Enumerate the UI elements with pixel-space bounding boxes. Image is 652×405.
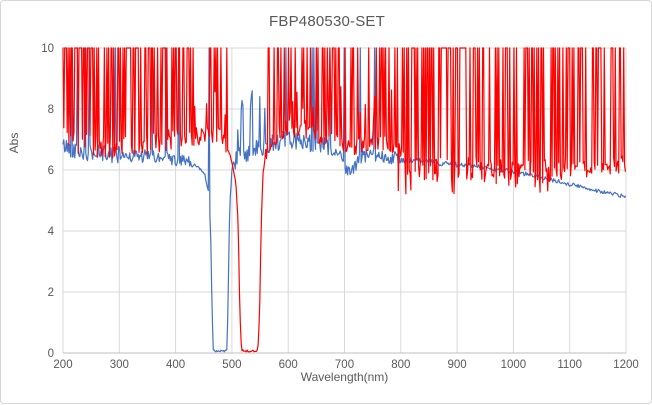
series-red-line bbox=[62, 47, 627, 353]
x-tick-label: 600 bbox=[279, 359, 298, 371]
x-tick-label: 200 bbox=[53, 359, 72, 371]
x-tick-label: 500 bbox=[222, 359, 241, 371]
y-tick-label: 2 bbox=[48, 287, 54, 299]
y-axis-title: Abs bbox=[7, 132, 21, 154]
x-tick-label: 700 bbox=[335, 359, 354, 371]
y-tick-label: 10 bbox=[41, 43, 54, 55]
x-tick-label: 1200 bbox=[613, 359, 639, 371]
x-tick-label: 1000 bbox=[501, 359, 527, 371]
chart-title: FBP480530-SET bbox=[269, 13, 385, 30]
x-tick-label: 800 bbox=[391, 359, 410, 371]
y-tick-label: 6 bbox=[48, 165, 54, 177]
x-tick-label: 400 bbox=[166, 359, 185, 371]
x-tick-label: 1100 bbox=[557, 359, 582, 371]
x-tick-label: 900 bbox=[448, 359, 467, 371]
y-tick-label: 8 bbox=[48, 104, 54, 116]
y-tick-label: 0 bbox=[48, 348, 54, 360]
x-axis-title: Wavelength(nm) bbox=[300, 370, 389, 384]
series-blue-line bbox=[62, 47, 627, 353]
y-tick-label: 4 bbox=[48, 226, 55, 238]
x-tick-label: 300 bbox=[110, 359, 129, 371]
